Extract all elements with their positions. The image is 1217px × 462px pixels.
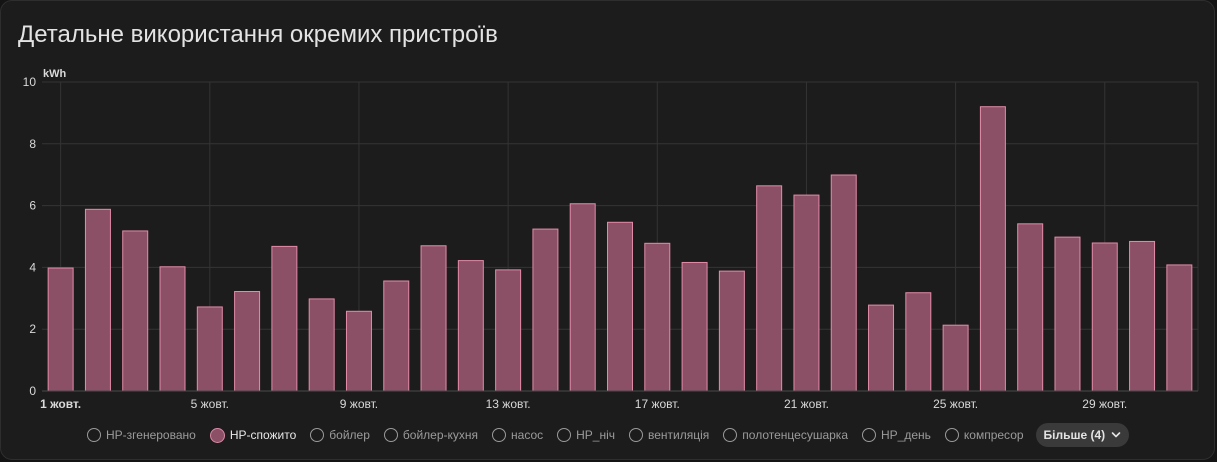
y-tick-label: 0 (29, 384, 36, 398)
bar (644, 242, 671, 392)
x-tick-label: 29 жовт. (1082, 397, 1127, 411)
x-tick-label: 5 жовт. (191, 397, 229, 411)
bar (718, 270, 745, 392)
bar (905, 292, 932, 392)
bar (234, 291, 261, 392)
bar (532, 228, 559, 392)
bar (383, 280, 410, 392)
bar (756, 185, 783, 392)
legend-item[interactable]: бойлер-кухня (383, 428, 479, 442)
legend-item[interactable]: HP-згенеровано (87, 428, 196, 442)
bar (1017, 223, 1044, 392)
bar (47, 267, 74, 392)
legend-item[interactable]: HP-спожито (209, 427, 297, 443)
legend-item[interactable]: полотенцесушарка (723, 428, 848, 442)
legend-swatch (862, 428, 876, 442)
card-title: Детальне використання окремих пристроїв (18, 21, 498, 48)
legend-swatch (310, 428, 325, 442)
bar (122, 230, 149, 392)
x-tick-label: 13 жовт. (486, 397, 531, 411)
bar (1166, 264, 1193, 392)
y-tick-label: 2 (29, 322, 36, 336)
bar (271, 245, 298, 392)
bar-chart: 0 2 4 6 8 10 kWh 1 жовт. 5 жовт. 9 жовт. 13 жовт. 1… (23, 68, 1199, 411)
y-tick-label: 4 (29, 260, 36, 274)
legend-swatch (492, 428, 507, 442)
bar (159, 266, 186, 392)
legend-item[interactable]: бойлер (310, 428, 370, 442)
legend-swatch (383, 428, 398, 442)
legend-item[interactable]: вентиляція (629, 428, 709, 442)
bar (420, 245, 447, 392)
bar (868, 304, 895, 392)
bar (681, 261, 708, 392)
bar (196, 306, 223, 392)
legend-label: HP_ніч (576, 428, 616, 442)
bar (495, 269, 522, 392)
legend-label: HP-згенеровано (106, 428, 196, 442)
bar (607, 221, 633, 392)
bar (942, 324, 969, 392)
x-tick-label: 17 жовт. (635, 397, 680, 411)
bar (1091, 242, 1118, 392)
legend-swatch (723, 428, 738, 442)
bar (308, 298, 335, 392)
legend-label: HP_день (881, 428, 931, 442)
x-tick-label: 25 жовт. (933, 397, 978, 411)
y-axis-unit: kWh (43, 68, 67, 80)
legend-label: HP-спожито (229, 428, 297, 442)
legend-swatch (557, 428, 572, 442)
legend-swatch (944, 428, 959, 442)
bar (793, 194, 820, 392)
chevron-down-icon (1111, 432, 1121, 438)
bar (1129, 240, 1156, 392)
bar (84, 208, 111, 392)
legend-swatch (209, 427, 225, 443)
legend-label: компресор (963, 428, 1024, 442)
y-tick-label: 6 (29, 199, 36, 213)
legend-item[interactable]: насос (492, 428, 543, 442)
more-label: Більше (4) (1043, 428, 1106, 442)
x-tick-label: 21 жовт. (784, 397, 829, 411)
legend-item[interactable]: компресор (944, 428, 1024, 442)
chart-legend: HP-згенеровано HP-спожито бойлер бойлер-… (87, 422, 1130, 448)
legend-swatch (629, 428, 644, 442)
legend-label: насос (511, 428, 544, 442)
legend-item[interactable]: HP_ніч (557, 428, 615, 442)
legend-label: вентиляція (648, 428, 710, 442)
legend-swatch (87, 428, 101, 442)
more-button[interactable]: Більше (4) (1035, 423, 1130, 447)
bar (457, 260, 484, 392)
legend-item[interactable]: HP_день (862, 428, 931, 442)
legend-label: бойлер-кухня (402, 428, 479, 442)
bar (979, 106, 1006, 392)
legend-label: бойлер (329, 428, 370, 442)
bar (830, 174, 857, 392)
legend-label: полотенцесушарка (742, 428, 848, 442)
x-tick-label: 9 жовт. (340, 397, 378, 411)
y-tick-label: 8 (29, 137, 36, 151)
bar (1054, 236, 1081, 392)
bar (345, 310, 372, 392)
y-tick-label: 10 (23, 75, 37, 89)
bar (569, 203, 596, 392)
x-tick-label: 1 жовт. (40, 397, 81, 411)
